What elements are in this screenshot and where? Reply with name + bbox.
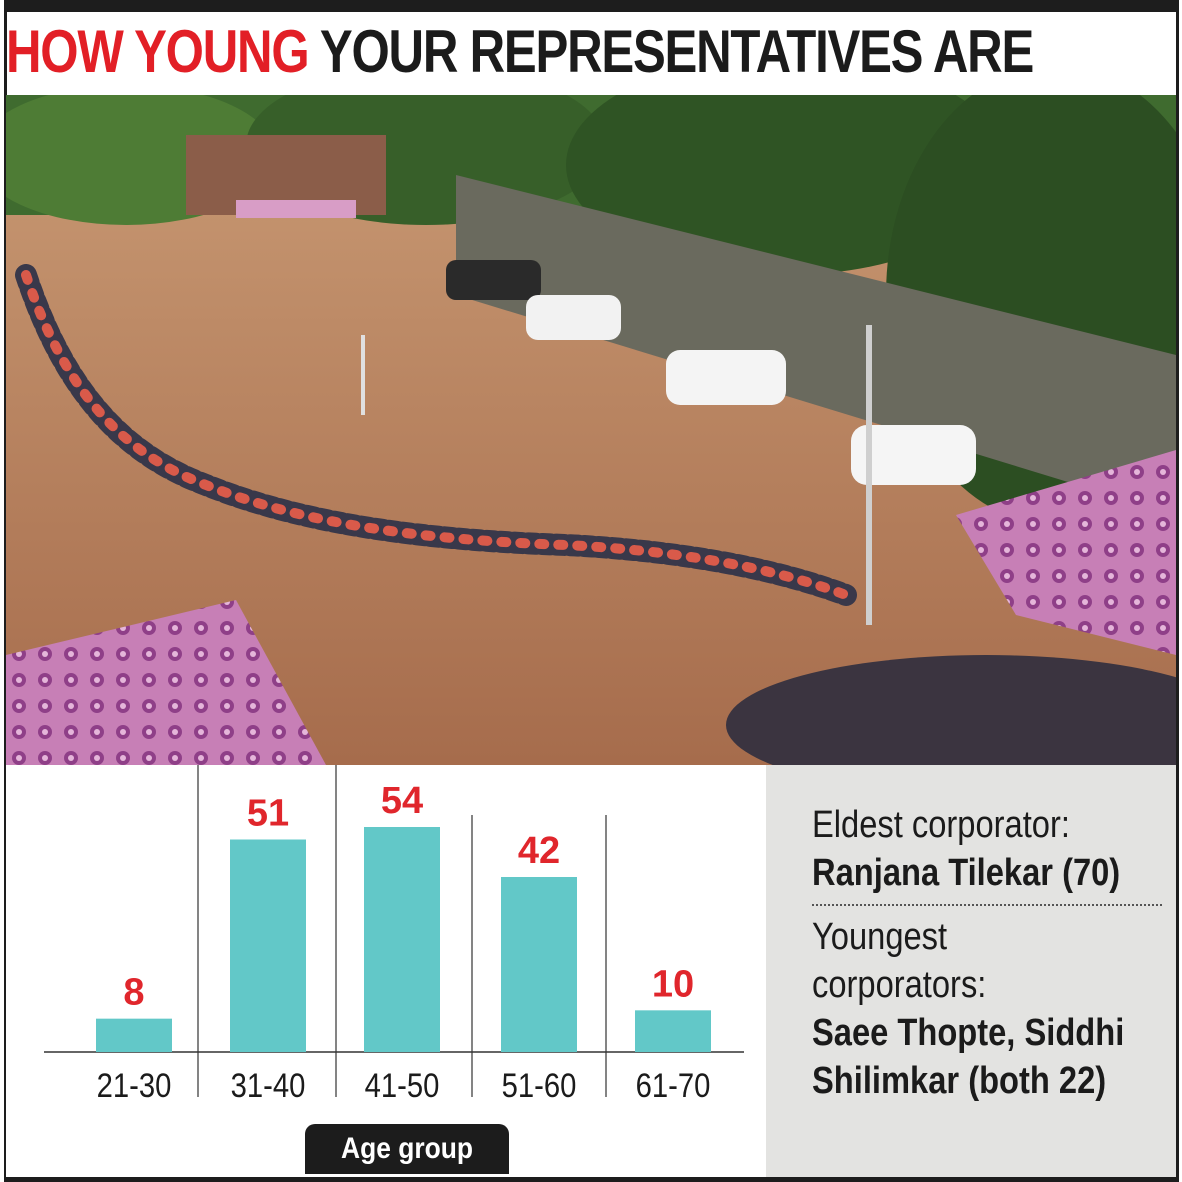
car-white [851, 425, 976, 485]
eldest-label: Eldest corporator: [812, 804, 1070, 846]
bar-41-50 [364, 827, 440, 1052]
car-white [666, 350, 786, 405]
info-divider [812, 904, 1162, 906]
corporator-info-panel: Eldest corporator: Ranjana Tilekar (70) … [766, 765, 1176, 1177]
photo-illustration [6, 95, 1176, 765]
value-label: 42 [518, 830, 560, 872]
headline-highlight: HOW YOUNG [6, 18, 310, 85]
x-axis-label: Age group [341, 1132, 473, 1165]
bottom-rule [4, 1177, 1178, 1182]
crowd [726, 655, 1176, 765]
bar-31-40 [230, 839, 306, 1052]
shade-canopy [236, 200, 356, 218]
headline-rest: YOUR REPRESENTATIVES ARE [308, 18, 1034, 85]
youngest-label-line2: corporators: [812, 964, 987, 1006]
value-label: 8 [123, 972, 144, 1014]
voter-queue-colors [21, 270, 851, 600]
car-white [526, 295, 621, 340]
tent-left [6, 600, 326, 765]
tick-label: 41-50 [365, 1066, 440, 1105]
tent-right [956, 450, 1176, 655]
polling-queue-photo [6, 95, 1176, 765]
youngest-names-line2: Shilimkar (both 22) [812, 1060, 1107, 1102]
value-label: 10 [652, 963, 694, 1005]
tick-label: 21-30 [97, 1066, 172, 1105]
age-bar-chart: 8 21-30 51 31-40 54 41-50 42 51-60 10 61-70 [44, 765, 744, 1105]
bar-21-30 [96, 1018, 172, 1052]
post [361, 335, 365, 415]
boundary-wall [456, 175, 1176, 515]
eldest-name: Ranjana Tilekar (70) [812, 852, 1121, 894]
frame-left-rule [4, 0, 7, 1182]
x-axis-label-badge: Age group [305, 1124, 509, 1174]
flag-pole [866, 325, 872, 625]
tick-label: 31-40 [231, 1066, 306, 1105]
frame-right-rule [1176, 0, 1179, 1182]
value-label: 51 [247, 793, 289, 835]
bar-61-70 [635, 1010, 711, 1052]
headline: HOW YOUNG YOUR REPRESENTATIVES ARE [6, 14, 1034, 90]
tick-label: 61-70 [636, 1066, 711, 1105]
youngest-names-line1: Saee Thopte, Siddhi [812, 1012, 1125, 1054]
value-label: 54 [381, 780, 423, 822]
tick-label: 51-60 [502, 1066, 577, 1105]
youngest-label-line1: Youngest [812, 916, 948, 958]
bar-51-60 [501, 877, 577, 1052]
top-rule [4, 0, 1178, 12]
car-black [446, 260, 541, 300]
age-chart-panel: 8 21-30 51 31-40 54 41-50 42 51-60 10 61-70 [6, 765, 766, 1177]
